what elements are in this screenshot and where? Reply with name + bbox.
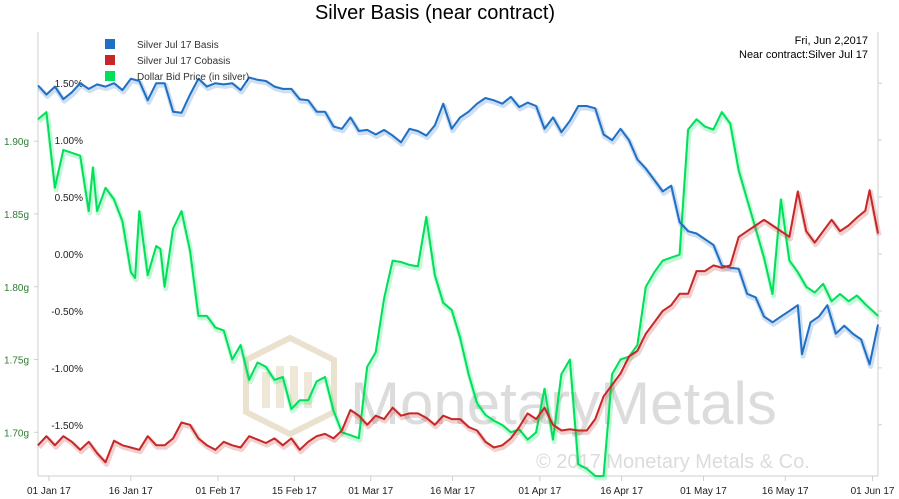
x-tick-label: 15 Feb 17 xyxy=(272,486,317,497)
x-tick-label: 01 Jan 17 xyxy=(27,486,71,497)
x-tick-label: 01 Mar 17 xyxy=(348,486,393,497)
series-line-silver-jul-17-cobasis xyxy=(37,189,879,464)
legend-label-basis: Silver Jul 17 Basis xyxy=(137,40,219,51)
right-tick-label: -1.50% xyxy=(51,421,83,432)
right-tick-label: 1.50% xyxy=(55,79,83,90)
right-tick-label: 0.50% xyxy=(55,193,83,204)
x-tick-label: 01 Jun 17 xyxy=(851,486,895,497)
chart-title: Silver Basis (near contract) xyxy=(315,2,555,24)
watermark-logo-icon xyxy=(243,334,337,438)
x-tick-label: 01 May 17 xyxy=(680,486,727,497)
x-tick-label: 16 May 17 xyxy=(762,486,809,497)
x-tick-label: 01 Feb 17 xyxy=(195,486,240,497)
legend: Silver Jul 17 Basis Silver Jul 17 Cobasi… xyxy=(105,39,249,83)
right-tick-label: -1.00% xyxy=(51,364,83,375)
x-tick-label: 16 Mar 17 xyxy=(430,486,475,497)
left-tick-label: 1.75g xyxy=(4,356,29,367)
left-tick-label: 1.85g xyxy=(4,210,29,221)
x-tick-label: 16 Apr 17 xyxy=(600,486,643,497)
right-axis-ticks: -1.50% -1.00% -0.50% 0.00% 0.50% 1.00% 1.50% xyxy=(51,79,882,432)
right-tick-label: 0.00% xyxy=(55,250,83,261)
x-tick-label: 01 Apr 17 xyxy=(518,486,561,497)
series-line-silver-jul-17-basis xyxy=(37,76,879,366)
x-axis-ticks: 01 Jan 17 16 Jan 17 01 Feb 17 15 Feb 17 01 M… xyxy=(27,476,895,497)
left-tick-label: 1.80g xyxy=(4,283,29,294)
watermark: MonetaryMetals © 2017 Monetary Metals & … xyxy=(243,334,810,473)
right-tick-label: -0.50% xyxy=(51,307,83,318)
left-tick-label: 1.90g xyxy=(4,137,29,148)
right-tick-label: 1.00% xyxy=(55,136,83,147)
x-tick-label: 16 Jan 17 xyxy=(109,486,153,497)
left-axis-ticks: 1.70g 1.75g 1.80g 1.85g 1.90g xyxy=(4,137,38,439)
legend-label-dollar: Dollar Bid Price (in silver) xyxy=(137,72,249,83)
annotation-contract: Near contract:Silver Jul 17 xyxy=(739,49,868,61)
series-layer xyxy=(37,76,882,481)
legend-swatch-basis xyxy=(105,39,115,49)
watermark-brand: MonetaryMetals xyxy=(350,370,777,437)
legend-swatch-dollar xyxy=(105,71,115,81)
series-line-dollar-bid-price-in-silver xyxy=(37,111,879,477)
left-tick-label: 1.70g xyxy=(4,428,29,439)
annotation-date: Fri, Jun 2,2017 xyxy=(795,35,868,47)
legend-label-cobasis: Silver Jul 17 Cobasis xyxy=(137,56,230,67)
legend-swatch-cobasis xyxy=(105,55,115,65)
